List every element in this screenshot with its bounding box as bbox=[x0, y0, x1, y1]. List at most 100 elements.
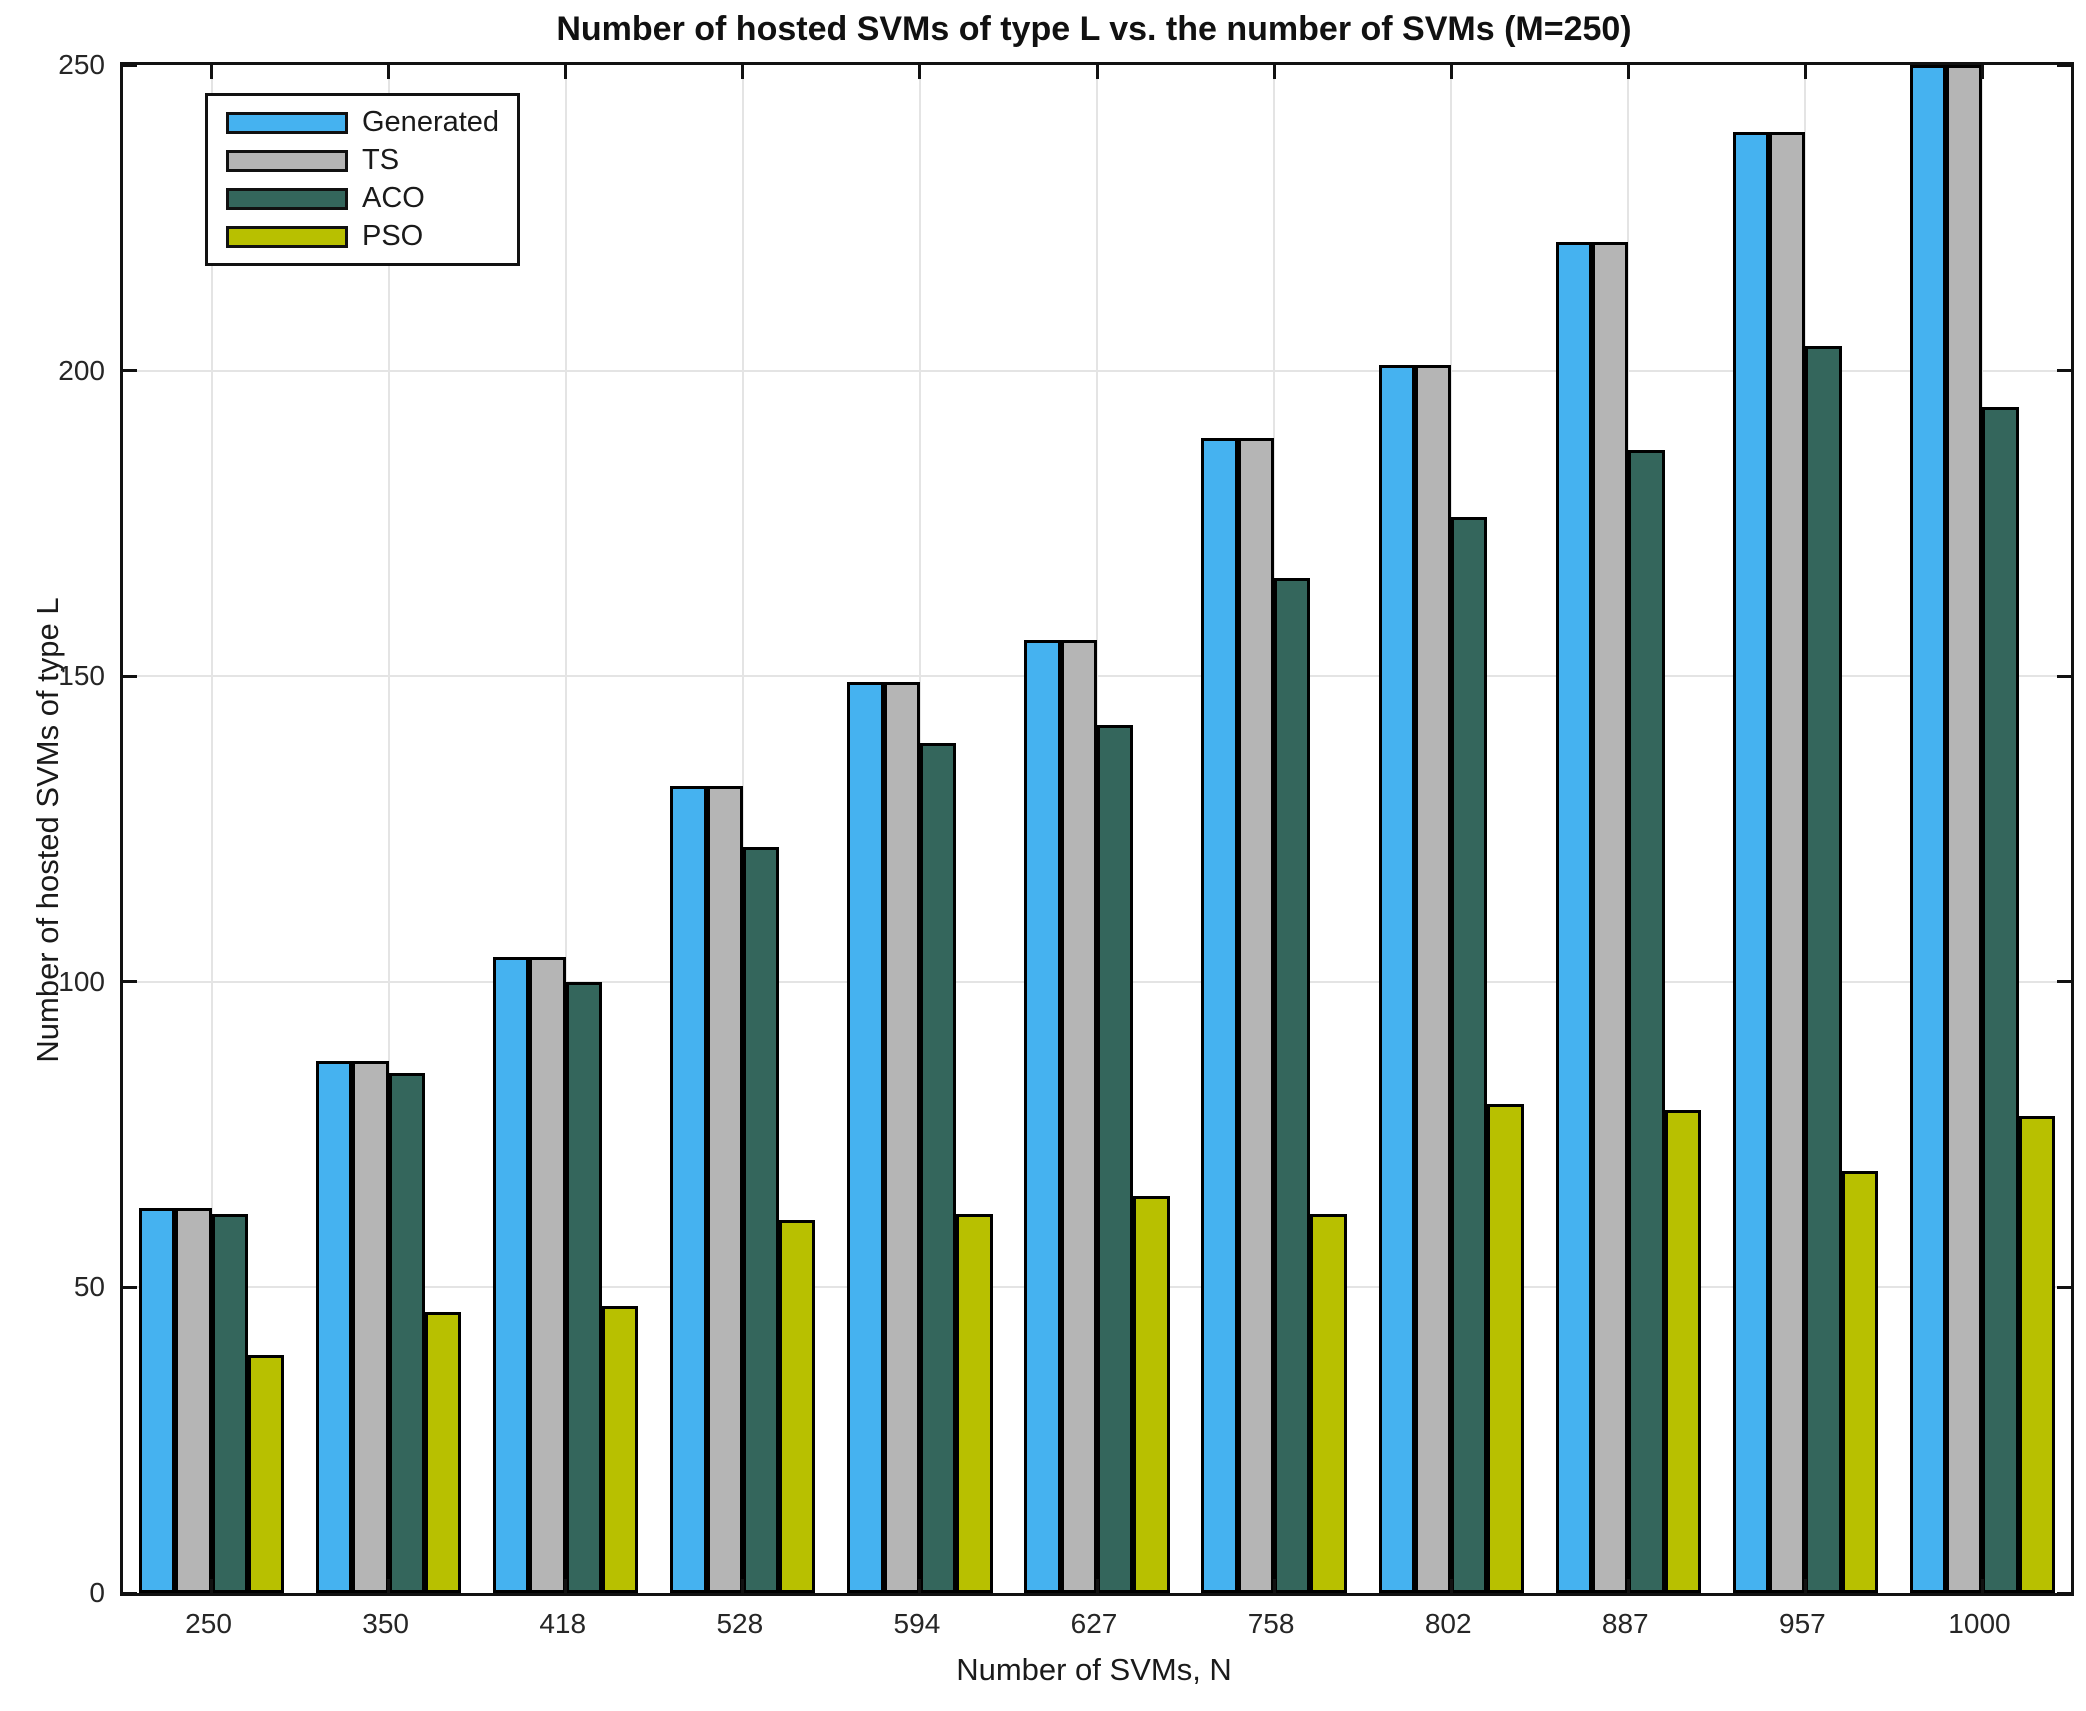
bar-generated-528 bbox=[670, 786, 707, 1593]
y-tick-left-0 bbox=[123, 1591, 137, 1595]
x-tick-top-528 bbox=[741, 65, 745, 79]
bar-ts-250 bbox=[175, 1207, 212, 1593]
legend-item-aco: ACO bbox=[226, 184, 499, 213]
x-tick-bottom-250 bbox=[210, 1579, 214, 1593]
bar-ts-802 bbox=[1414, 364, 1452, 1593]
bar-ts-418 bbox=[529, 957, 566, 1593]
bar-generated-627 bbox=[1024, 639, 1061, 1593]
plot-area bbox=[120, 62, 2074, 1596]
bar-ts-957 bbox=[1769, 132, 1806, 1593]
legend-swatch-ts bbox=[226, 149, 348, 172]
x-tick-top-887 bbox=[1626, 65, 1630, 79]
y-tick-label-250: 250 bbox=[58, 49, 105, 80]
bar-aco-594 bbox=[919, 743, 957, 1593]
v-gridline-528 bbox=[741, 65, 744, 1593]
x-tick-bottom-1000 bbox=[1980, 1579, 1984, 1593]
x-tick-label-594: 594 bbox=[893, 1608, 941, 1639]
x-tick-top-758 bbox=[1272, 65, 1276, 79]
y-tick-right-150 bbox=[2057, 674, 2071, 678]
y-tick-label-200: 200 bbox=[58, 354, 105, 386]
y-tick-right-0 bbox=[2057, 1591, 2071, 1595]
legend-label-generated: Generated bbox=[362, 106, 500, 138]
x-tick-bottom-418 bbox=[564, 1579, 568, 1593]
bar-aco-957 bbox=[1805, 346, 1842, 1593]
bar-aco-758 bbox=[1274, 578, 1311, 1593]
bar-ts-528 bbox=[706, 786, 743, 1593]
x-tick-top-594 bbox=[918, 65, 922, 79]
legend-swatch-generated bbox=[226, 111, 348, 134]
bar-aco-802 bbox=[1451, 517, 1488, 1593]
bar-generated-250 bbox=[138, 1207, 176, 1593]
bar-generated-350 bbox=[316, 1061, 353, 1593]
legend-label-aco: ACO bbox=[362, 182, 425, 214]
bar-aco-418 bbox=[565, 981, 603, 1593]
y-tick-label-0: 0 bbox=[89, 1577, 105, 1608]
x-tick-top-350 bbox=[387, 65, 391, 79]
bar-pso-1000 bbox=[2018, 1116, 2056, 1593]
bar-ts-350 bbox=[352, 1061, 389, 1593]
v-gridline-250 bbox=[210, 65, 213, 1593]
y-tick-left-100 bbox=[123, 980, 137, 984]
x-axis-label: Number of SVMs, N bbox=[956, 1652, 1232, 1687]
bar-generated-957 bbox=[1732, 132, 1770, 1593]
bar-pso-802 bbox=[1487, 1104, 1524, 1593]
legend-item-generated: Generated bbox=[226, 108, 499, 137]
x-tick-top-418 bbox=[564, 65, 568, 79]
bar-aco-250 bbox=[211, 1214, 248, 1593]
x-tick-top-627 bbox=[1095, 65, 1099, 79]
bar-aco-1000 bbox=[1982, 407, 2019, 1593]
bar-ts-594 bbox=[883, 682, 920, 1593]
bar-aco-528 bbox=[742, 847, 780, 1593]
v-gridline-418 bbox=[564, 65, 567, 1593]
x-tick-bottom-528 bbox=[741, 1579, 745, 1593]
legend-label-pso: PSO bbox=[362, 220, 424, 252]
bar-aco-627 bbox=[1097, 725, 1134, 1593]
bar-generated-418 bbox=[493, 957, 530, 1593]
y-tick-right-50 bbox=[2057, 1285, 2071, 1289]
x-tick-label-957: 957 bbox=[1779, 1608, 1826, 1639]
legend-item-pso: PSO bbox=[226, 222, 499, 251]
legend-label-ts: TS bbox=[362, 144, 400, 176]
bar-pso-418 bbox=[602, 1305, 639, 1593]
y-tick-right-100 bbox=[2057, 980, 2071, 984]
bar-generated-1000 bbox=[1909, 65, 1947, 1593]
x-tick-label-250: 250 bbox=[185, 1608, 232, 1639]
bar-pso-528 bbox=[779, 1220, 816, 1593]
legend-swatch-pso bbox=[226, 225, 348, 248]
bar-pso-887 bbox=[1664, 1110, 1701, 1593]
y-tick-left-50 bbox=[123, 1285, 137, 1289]
bar-generated-802 bbox=[1378, 364, 1415, 1593]
bar-pso-594 bbox=[956, 1214, 993, 1593]
legend-item-ts: TS bbox=[226, 146, 499, 175]
x-tick-bottom-802 bbox=[1449, 1579, 1453, 1593]
bar-ts-887 bbox=[1591, 242, 1629, 1593]
x-tick-label-418: 418 bbox=[539, 1608, 587, 1639]
legend-swatch-aco bbox=[226, 187, 348, 210]
x-tick-label-528: 528 bbox=[716, 1608, 764, 1639]
y-tick-left-150 bbox=[123, 674, 137, 678]
bar-aco-350 bbox=[388, 1073, 425, 1593]
bar-ts-627 bbox=[1060, 639, 1097, 1593]
v-gridline-350 bbox=[387, 65, 390, 1593]
legend: Generated TS ACO PSO bbox=[205, 93, 521, 266]
chart-title: Number of hosted SVMs of type L vs. the … bbox=[556, 10, 1632, 48]
bar-aco-887 bbox=[1628, 450, 1665, 1593]
y-tick-left-250 bbox=[123, 63, 137, 67]
y-tick-label-150: 150 bbox=[58, 660, 105, 692]
y-tick-right-200 bbox=[2057, 369, 2071, 373]
y-axis-label: Number of hosted SVMs of type L bbox=[30, 597, 65, 1063]
bar-generated-887 bbox=[1555, 242, 1592, 1593]
bar-generated-758 bbox=[1201, 437, 1238, 1593]
x-tick-bottom-957 bbox=[1803, 1579, 1807, 1593]
bar-pso-957 bbox=[1841, 1171, 1878, 1593]
x-tick-label-802: 802 bbox=[1424, 1608, 1472, 1639]
x-tick-bottom-350 bbox=[387, 1579, 391, 1593]
y-tick-label-50: 50 bbox=[73, 1271, 105, 1303]
bar-pso-350 bbox=[424, 1311, 462, 1593]
x-tick-label-1000: 1000 bbox=[1948, 1608, 2011, 1639]
x-tick-top-802 bbox=[1449, 65, 1453, 79]
bar-ts-1000 bbox=[1946, 65, 1983, 1593]
x-tick-bottom-887 bbox=[1626, 1579, 1630, 1593]
x-tick-label-758: 758 bbox=[1247, 1608, 1295, 1639]
